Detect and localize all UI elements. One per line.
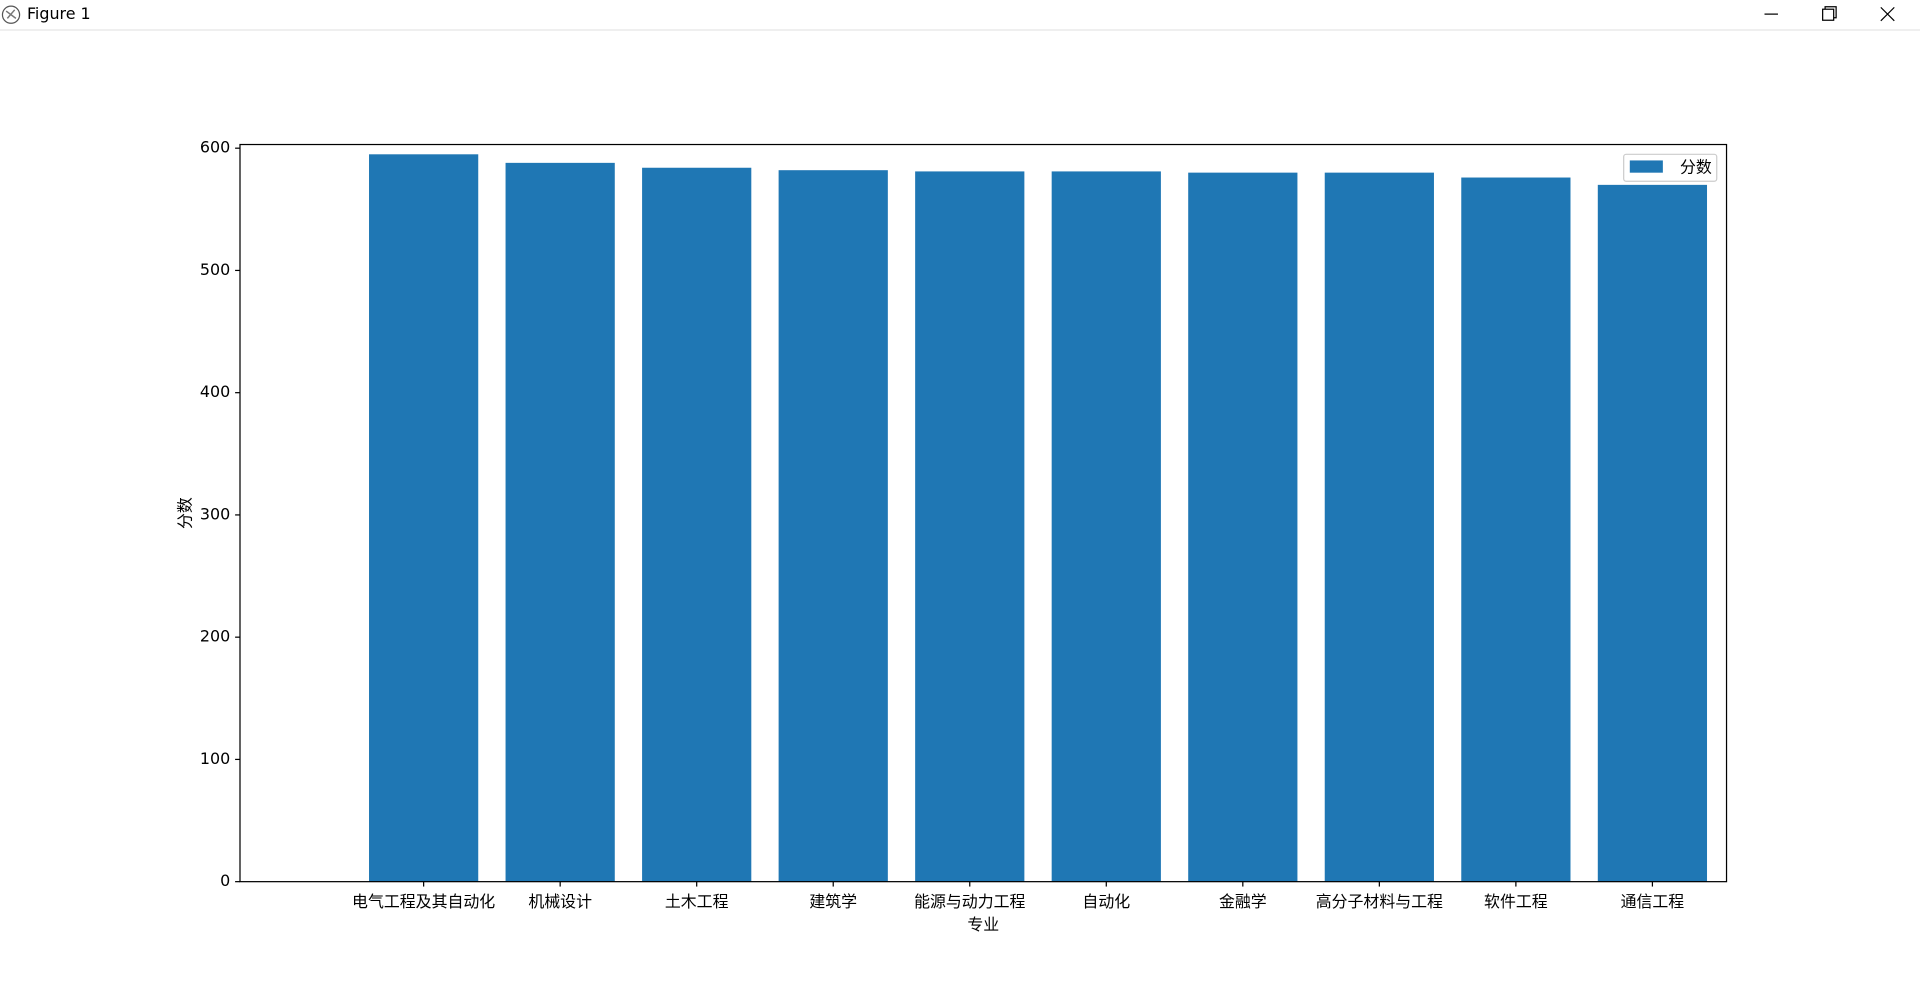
y-tick-label: 0 [220, 871, 230, 890]
x-tick-label: 电气工程及其自动化 [352, 892, 495, 911]
maximize-box-back[interactable] [1824, 6, 1837, 19]
x-tick-label: 金融学 [1219, 892, 1267, 911]
maximize-button[interactable] [1822, 6, 1837, 21]
x-axis-label: 专业 [967, 915, 999, 934]
axes-frame [239, 143, 1728, 883]
bar [1188, 172, 1298, 882]
y-tick-label: 500 [200, 260, 230, 279]
y-axis-label: 分数 [176, 497, 195, 529]
x-tick-label: 建筑学 [809, 892, 857, 911]
y-tick-label: 600 [200, 138, 230, 157]
bar [642, 167, 752, 882]
bar [1324, 172, 1434, 882]
bar [915, 171, 1025, 882]
x-tick-label: 土木工程 [665, 892, 729, 911]
bar [1051, 171, 1161, 882]
plot: 0 100 200 300 400 500 600 电气工程及其自动化 机械设计 土木工程 建筑学 能… [176, 138, 1728, 934]
window-title: Figure 1 [27, 4, 91, 23]
bar [369, 154, 479, 882]
y-tick-label: 400 [200, 382, 230, 401]
x-tick-label: 自动化 [1082, 892, 1130, 911]
app-icon-glyph [5, 9, 17, 19]
x-tick-label: 机械设计 [528, 892, 592, 911]
y-tick-label: 300 [200, 504, 230, 523]
bar [778, 170, 888, 882]
x-tick-label: 通信工程 [1621, 892, 1685, 911]
x-tick-label: 高分子材料与工程 [1316, 892, 1443, 911]
close-button[interactable] [1880, 6, 1895, 22]
y-tick-label: 200 [200, 627, 230, 646]
x-tick-label: 能源与动力工程 [914, 892, 1025, 911]
bar [1597, 184, 1708, 882]
x-tick-label: 软件工程 [1484, 892, 1548, 911]
bar [505, 162, 615, 882]
maximize-box[interactable] [1822, 8, 1835, 21]
bar [1461, 177, 1571, 882]
y-tick-label: 100 [200, 749, 230, 768]
legend-swatch [1629, 160, 1663, 173]
legend-label: 分数 [1680, 157, 1712, 176]
